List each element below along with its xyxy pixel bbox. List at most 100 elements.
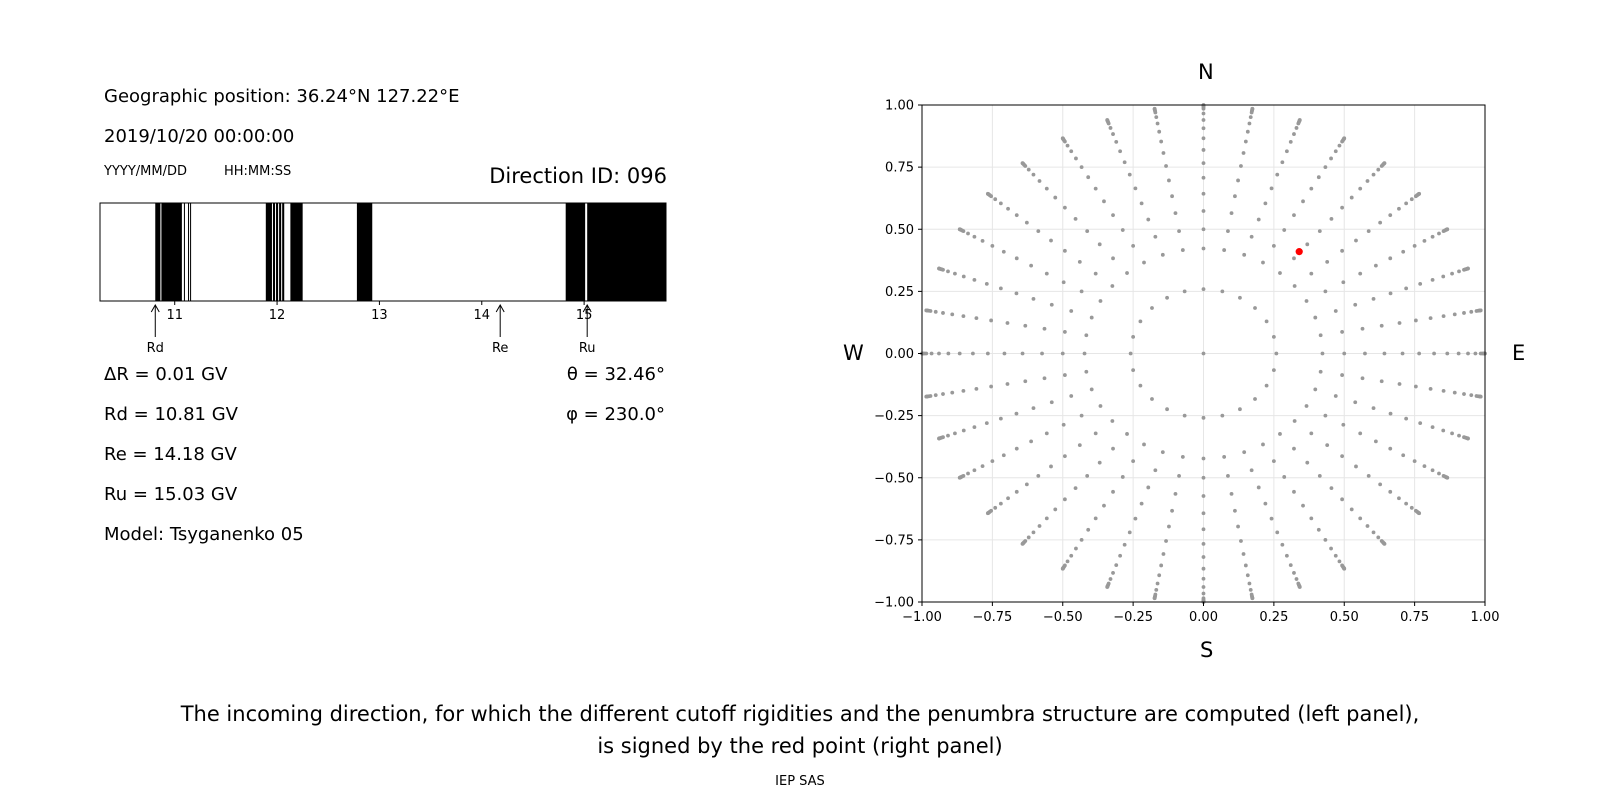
direction-point [933, 309, 938, 314]
direction-point [1120, 475, 1125, 479]
x-tick-label: 0.00 [1189, 610, 1218, 625]
direction-point [1139, 201, 1144, 206]
direction-point [937, 351, 941, 356]
direction-point [1155, 581, 1160, 586]
direction-point [961, 428, 966, 433]
direction-point [1159, 139, 1164, 144]
direction-point [1253, 397, 1257, 401]
direction-point [1333, 394, 1338, 398]
direction-point [1084, 333, 1089, 338]
forbidden-band [279, 203, 282, 301]
direction-point [1222, 455, 1227, 459]
param-re: Re = 14.18 GV [104, 444, 237, 465]
direction-point [1452, 390, 1457, 395]
forbidden-band [272, 203, 276, 301]
direction-point [1053, 507, 1058, 512]
direction-point [1139, 501, 1144, 506]
direction-point [1222, 248, 1227, 252]
direction-point [1317, 473, 1322, 478]
direction-point [1292, 489, 1296, 494]
direction-point [1111, 256, 1115, 261]
direction-point [1342, 351, 1347, 356]
direction-point [1037, 179, 1042, 183]
x-tick-label: −0.25 [1113, 610, 1153, 625]
direction-point [989, 318, 994, 323]
direction-point [1238, 295, 1242, 300]
direction-point [1201, 555, 1206, 559]
direction-point [1292, 132, 1296, 136]
direction-point [1111, 571, 1115, 575]
caption-line-2: is signed by the red point (right panel) [597, 734, 1003, 758]
direction-point [1127, 530, 1132, 535]
direction-point [1110, 284, 1115, 288]
direction-point [1274, 351, 1279, 356]
direction-point [1288, 139, 1293, 144]
direction-point [1316, 175, 1321, 180]
x-tick-label: 13 [371, 308, 388, 323]
direction-point [1044, 186, 1049, 191]
direction-point [1349, 195, 1354, 200]
direction-point [1170, 508, 1174, 513]
direction-point [1120, 228, 1125, 232]
direction-point [1248, 587, 1253, 592]
direction-point [1097, 460, 1102, 465]
direction-point [1159, 563, 1164, 568]
direction-point [1229, 491, 1234, 496]
direction-point [1457, 433, 1461, 438]
direction-point [1031, 296, 1036, 301]
forbidden-band [356, 203, 373, 301]
direction-point [1304, 299, 1309, 303]
direction-point [950, 390, 955, 395]
direction-point [1466, 436, 1470, 441]
direction-point [1002, 351, 1007, 356]
direction-point [1333, 149, 1338, 154]
direction-point [1062, 330, 1067, 334]
direction-point [1049, 400, 1054, 405]
direction-point [1365, 179, 1370, 183]
direction-point [1329, 156, 1333, 161]
direction-point [1297, 585, 1302, 589]
direction-point [1360, 326, 1365, 331]
direction-point [1154, 587, 1159, 592]
direction-point [1154, 115, 1159, 120]
x-tick-label: 0.75 [1400, 610, 1429, 625]
direction-point [1388, 446, 1393, 451]
y-tick-label: 0.50 [885, 223, 914, 238]
direction-point [1371, 530, 1376, 535]
direction-point [946, 351, 951, 356]
direction-point [1333, 309, 1338, 313]
direction-point [1457, 269, 1461, 274]
direction-point [1220, 289, 1225, 294]
direction-point [1044, 431, 1049, 436]
direction-point [1469, 393, 1474, 398]
direction-point [1241, 151, 1246, 155]
direction-point [1093, 431, 1098, 436]
direction-point [1201, 511, 1206, 516]
forbidden-band [290, 203, 303, 301]
direction-point [1365, 524, 1370, 528]
north-label: N [1198, 60, 1214, 84]
direction-point [985, 191, 990, 196]
direction-point [1397, 496, 1401, 501]
direction-point [1105, 118, 1110, 122]
direction-point [1006, 496, 1010, 501]
direction-point [1417, 511, 1422, 516]
direction-point [1073, 486, 1078, 491]
direction-point [1243, 139, 1248, 144]
direction-point [1042, 326, 1047, 331]
direction-point [1469, 309, 1474, 314]
direction-point [1450, 271, 1454, 276]
direction-point [937, 436, 941, 441]
direction-point [1161, 552, 1166, 556]
direction-point [1400, 351, 1405, 356]
direction-point [1437, 471, 1441, 476]
direction-point [1053, 195, 1058, 200]
direction-point [1341, 280, 1346, 285]
direction-point [1412, 459, 1417, 464]
direction-point [1150, 397, 1154, 401]
direction-point [1292, 284, 1297, 288]
direction-point [1201, 175, 1206, 180]
direction-point [1340, 454, 1345, 459]
direction-point [1201, 576, 1206, 581]
direction-point [1131, 243, 1136, 248]
